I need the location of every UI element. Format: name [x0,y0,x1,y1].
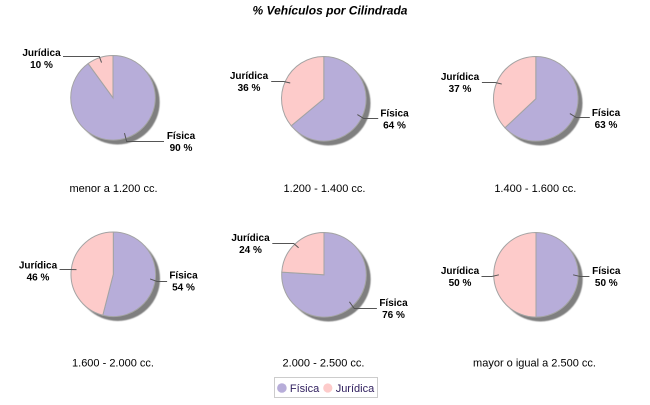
svg-text:Jurídica: Jurídica [231,233,270,244]
svg-text:36 %: 36 % [238,83,261,94]
svg-text:46 %: 46 % [27,272,50,283]
svg-text:Jurídica: Jurídica [441,72,480,83]
svg-text:Física: Física [592,108,621,119]
svg-text:Física: Física [592,266,621,277]
svg-text:24 %: 24 % [239,245,262,256]
svg-text:Física: Física [380,109,409,120]
svg-text:Jurídica: Jurídica [22,48,61,59]
svg-text:Física: Física [167,131,196,142]
svg-text:Física: Física [379,298,408,309]
svg-text:Jurídica: Jurídica [230,71,269,82]
svg-text:% Vehículos por Cilindrada: % Vehículos por Cilindrada [253,4,408,18]
svg-text:50 %: 50 % [449,278,472,289]
svg-text:Jurídica: Jurídica [19,260,58,271]
svg-text:Física: Física [169,270,198,281]
svg-text:Jurídica: Jurídica [336,383,375,395]
svg-text:2.000 - 2.500 cc.: 2.000 - 2.500 cc. [283,358,365,370]
svg-text:Física: Física [290,383,320,395]
svg-text:1.200 - 1.400 cc.: 1.200 - 1.400 cc. [284,183,366,195]
svg-text:90 %: 90 % [170,143,193,154]
svg-text:1.600 - 2.000 cc.: 1.600 - 2.000 cc. [72,358,154,370]
svg-text:54 %: 54 % [172,282,195,293]
svg-text:1.400 - 1.600 cc.: 1.400 - 1.600 cc. [494,183,576,195]
svg-text:menor a 1.200 cc.: menor a 1.200 cc. [69,183,157,195]
svg-text:Jurídica: Jurídica [441,266,480,277]
svg-text:76 %: 76 % [382,310,405,321]
svg-text:37 %: 37 % [449,84,472,95]
svg-text:64 %: 64 % [383,121,406,132]
svg-text:mayor o igual a 2.500 cc.: mayor o igual a 2.500 cc. [473,358,596,370]
svg-text:50 %: 50 % [595,278,618,289]
svg-text:63 %: 63 % [595,120,618,131]
svg-text:10 %: 10 % [30,60,53,71]
